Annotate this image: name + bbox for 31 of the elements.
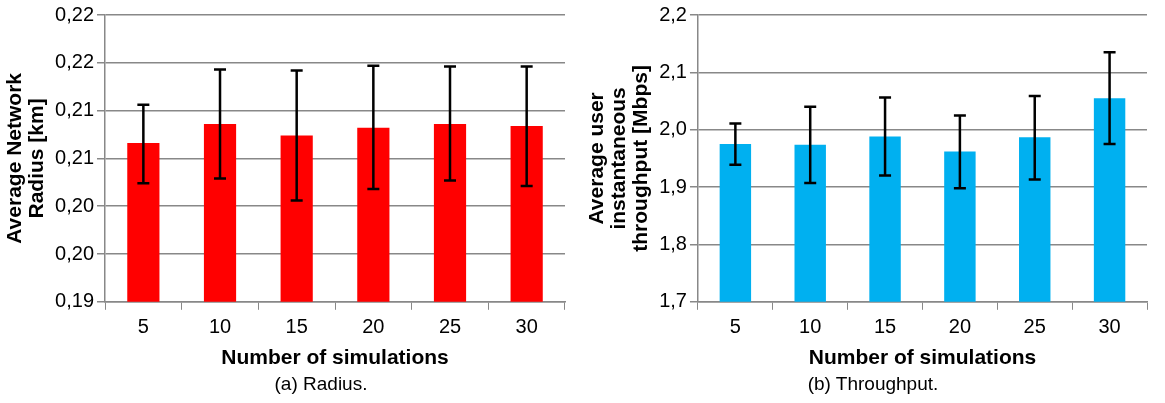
- y-tick-label: 1,7: [659, 289, 687, 312]
- x-tick-label: 25: [438, 315, 462, 338]
- x-tick-label: 15: [285, 315, 308, 338]
- y-tick-label: 2,0: [659, 117, 687, 140]
- y-tick-label: 0,21: [55, 145, 95, 168]
- x-tick-label: 15: [873, 315, 897, 338]
- y-tick-label: 1,9: [659, 174, 687, 197]
- y-tick-label: 0,19: [55, 289, 95, 312]
- text: (a) Radius.: [273, 373, 369, 395]
- x-tick-label: 25: [1023, 315, 1046, 338]
- y-tick-label: 0,20: [55, 193, 95, 216]
- x-axis-title: Number of simulations: [808, 345, 1037, 369]
- x-tick-label: 5: [729, 315, 741, 338]
- y-axis-title: Average user instantaneous throughput [Mbps]: [583, 65, 651, 252]
- x-tick-label: 10: [799, 315, 822, 338]
- y-tick-label: 0,22: [55, 2, 95, 25]
- x-tick-label: 30: [515, 315, 538, 338]
- y-tick-label: 0,21: [55, 98, 95, 121]
- y-tick-label: 0,22: [55, 50, 95, 73]
- y-tick-label: 0,20: [55, 241, 95, 264]
- y-tick-label: 1,8: [659, 231, 687, 254]
- x-tick-label: 10: [208, 315, 232, 338]
- x-tick-label: 20: [948, 315, 972, 338]
- x-tick-label: 20: [362, 315, 385, 338]
- text: (b) Throughput.: [806, 373, 940, 395]
- y-tick-label: 2,2: [659, 2, 687, 25]
- y-tick-label: 2,1: [659, 59, 687, 82]
- x-axis-title: Number of simulations: [221, 345, 449, 369]
- x-tick-label: 5: [137, 315, 149, 338]
- y-axis-title: Average Network Radius [km]: [1, 72, 47, 244]
- x-tick-label: 30: [1098, 315, 1121, 338]
